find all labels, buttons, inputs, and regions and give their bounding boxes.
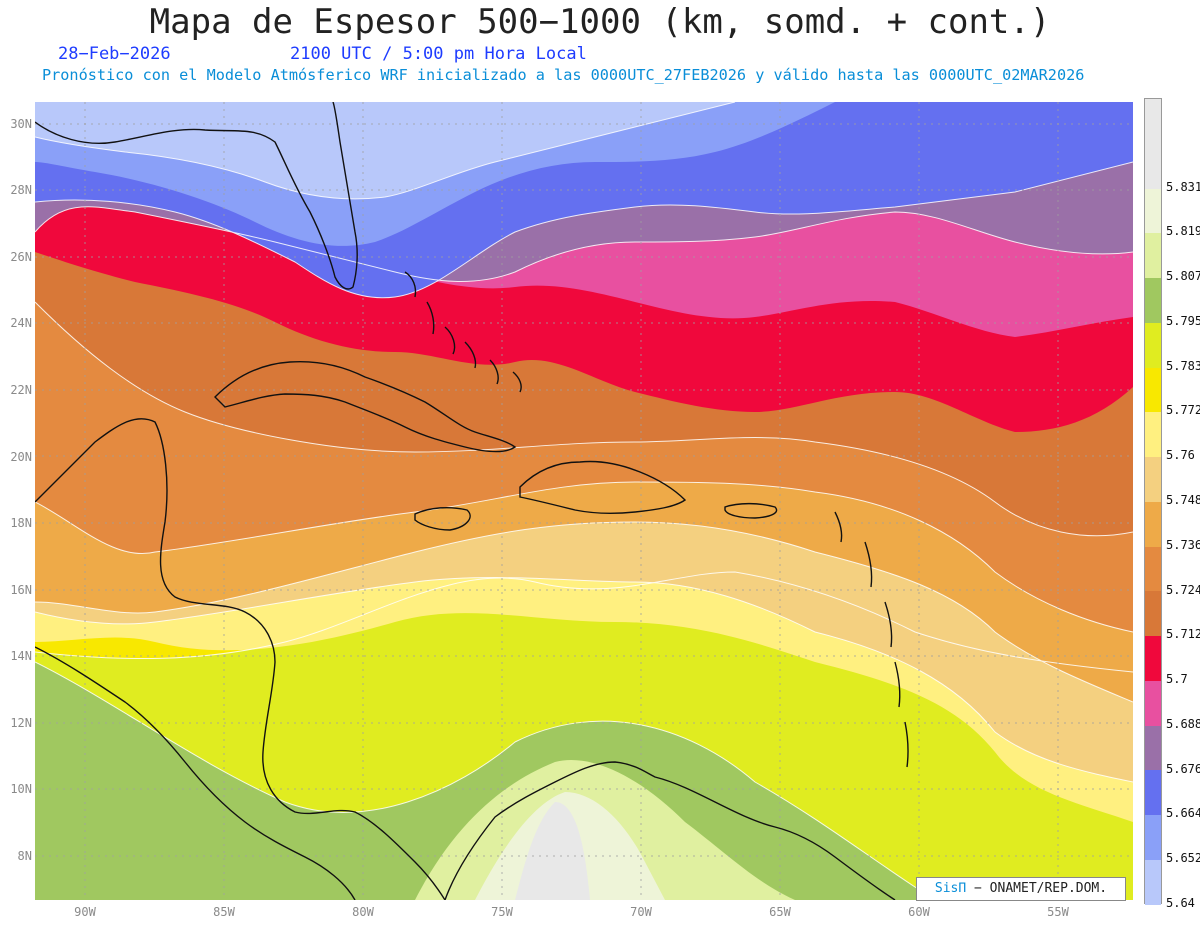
cuba-coast xyxy=(214,360,517,453)
colorbar-segment xyxy=(1145,546,1161,592)
colorbar-segment xyxy=(1145,367,1161,413)
colorbar-level-label: 5.772 xyxy=(1166,403,1200,418)
lat-label-18n: 18N xyxy=(10,516,32,530)
forecast-time: 2100 UTC / 5:00 pm Hora Local xyxy=(290,44,587,64)
colorbar-level-label: 5.795 xyxy=(1166,313,1200,328)
thickness-map xyxy=(35,102,1133,900)
lon-label-80w: 80W xyxy=(352,905,374,919)
colorbar-level-label: 5.712 xyxy=(1166,627,1200,642)
colorbar-level-label: 5.64 xyxy=(1166,896,1195,910)
colorbar-segment-top xyxy=(1145,99,1161,144)
colorbar-segment xyxy=(1145,278,1161,323)
southamerica-coast xyxy=(444,761,896,900)
lat-label-8n: 8N xyxy=(17,849,32,863)
colorbar-segment xyxy=(1145,770,1161,816)
lon-label-55w: 55W xyxy=(1047,905,1069,919)
band-5652 xyxy=(35,102,735,199)
lat-label-16n: 16N xyxy=(10,583,32,597)
lon-label-70w: 70W xyxy=(630,905,652,919)
colorbar-segment xyxy=(1145,860,1161,905)
colorbar-segment xyxy=(1145,725,1161,771)
colorbar-level-label: 5.664 xyxy=(1166,806,1200,821)
colorbar-level-label: 5.688 xyxy=(1166,716,1200,731)
lat-label-22n: 22N xyxy=(10,383,32,397)
lat-label-24n: 24N xyxy=(10,316,32,330)
colorbar-segment xyxy=(1145,501,1161,547)
colorbar-segment xyxy=(1145,143,1161,189)
lat-label-20n: 20N xyxy=(10,450,32,464)
colorbar xyxy=(1144,98,1162,905)
hispaniola-coast xyxy=(519,460,687,515)
colorbar-level-label: 5.831 xyxy=(1166,179,1200,194)
colorbar-level-label: 5.736 xyxy=(1166,537,1200,552)
credit-box: SisΠ − ONAMET/REP.DOM. xyxy=(916,877,1126,901)
colorbar-segment xyxy=(1145,636,1161,681)
colorbar-level-label: 5.819 xyxy=(1166,224,1200,239)
colorbar-level-label: 5.652 xyxy=(1166,851,1200,866)
colorbar-level-label: 5.783 xyxy=(1166,358,1200,373)
colorbar-segment xyxy=(1145,233,1161,279)
lon-label-85w: 85W xyxy=(213,905,235,919)
colorbar-level-label: 5.724 xyxy=(1166,582,1200,597)
lat-label-10n: 10N xyxy=(10,782,32,796)
colorbar-level-label: 5.7 xyxy=(1166,672,1188,687)
model-subtitle: Pronóstico con el Modelo Atmósferico WRF… xyxy=(42,66,1085,84)
pacific-coast xyxy=(35,646,356,900)
lat-label-12n: 12N xyxy=(10,716,32,730)
map-canvas xyxy=(35,102,1133,900)
lat-label-30n: 30N xyxy=(10,117,32,131)
puertorico-coast xyxy=(724,502,778,519)
map-title: Mapa de Espesor 500−1000 (km, somd. + co… xyxy=(149,2,1051,42)
lon-label-65w: 65W xyxy=(769,905,791,919)
colorbar-level-label: 5.748 xyxy=(1166,493,1200,507)
lat-label-26n: 26N xyxy=(10,250,32,264)
credit-text: − ONAMET/REP.DOM. xyxy=(966,881,1108,896)
lon-label-60w: 60W xyxy=(908,905,930,919)
sispi-logo: SisΠ xyxy=(934,881,967,896)
lon-label-75w: 75W xyxy=(491,905,513,919)
colorbar-segment xyxy=(1145,457,1161,502)
centralamerica-coast xyxy=(35,418,446,900)
lon-label-90w: 90W xyxy=(74,905,96,919)
colorbar-segment xyxy=(1145,188,1161,234)
colorbar-segment xyxy=(1145,815,1161,861)
forecast-date: 28−Feb−2026 xyxy=(58,44,171,64)
colorbar-level-label: 5.76 xyxy=(1166,448,1195,463)
colorbar-level-label: 5.807 xyxy=(1166,269,1200,284)
lat-label-28n: 28N xyxy=(10,183,32,197)
band-max xyxy=(515,802,590,900)
colorbar-segment xyxy=(1145,591,1161,637)
band-5807 xyxy=(35,662,935,900)
colorbar-segment xyxy=(1145,412,1161,458)
colorbar-segment xyxy=(1145,680,1161,726)
lat-label-14n: 14N xyxy=(10,649,32,663)
colorbar-segment xyxy=(1145,322,1161,368)
florida-coast xyxy=(35,102,358,290)
colorbar-level-label: 5.676 xyxy=(1166,761,1200,776)
jamaica-coast xyxy=(414,506,471,531)
